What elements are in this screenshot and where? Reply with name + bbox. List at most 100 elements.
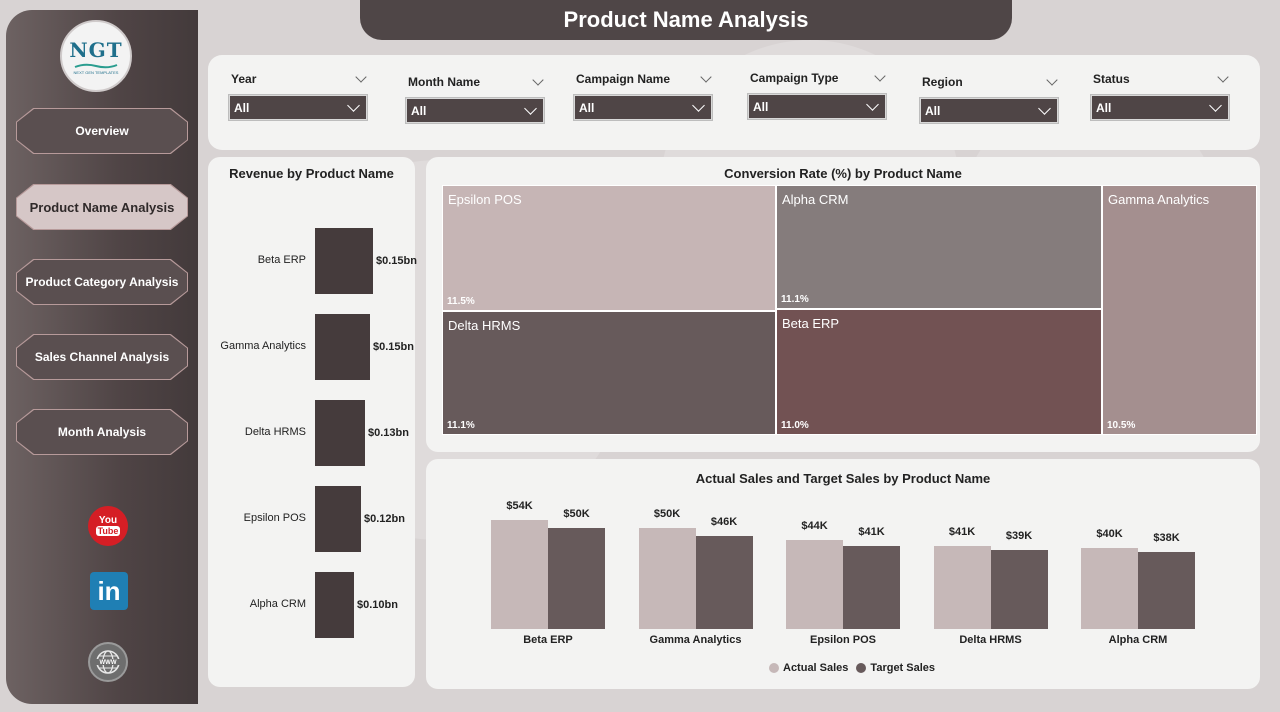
actual-sales-bar[interactable] (491, 520, 548, 629)
status-select[interactable]: All (1090, 94, 1230, 121)
chevron-down-icon[interactable] (1046, 74, 1058, 86)
treemap-tile-label: Alpha CRM (782, 192, 849, 207)
sales-value-label: $44K (801, 520, 828, 532)
globe-glyph-icon: WWW (96, 650, 120, 674)
treemap-tile-value: 11.0% (781, 420, 809, 431)
treemap-tile-label: Delta HRMS (448, 318, 521, 333)
treemap-tile-value: 10.5% (1107, 420, 1136, 431)
sales-value-label: $54K (506, 500, 533, 512)
logo[interactable]: NGT NEXT GEN TEMPLATES (60, 20, 132, 92)
month-select[interactable]: All (405, 97, 545, 124)
sales-chart-title: Actual Sales and Target Sales by Product… (695, 471, 991, 486)
sales-value-label: $50K (563, 508, 590, 520)
chevron-down-icon[interactable] (700, 71, 712, 83)
svg-text:WWW: WWW (100, 660, 117, 666)
youtube-text-bottom: Tube (95, 526, 121, 536)
target-sales-bar[interactable] (548, 528, 605, 629)
chevron-down-icon[interactable] (874, 70, 886, 82)
treemap-tile[interactable]: Epsilon POS 11.5% (442, 185, 776, 311)
logo-subtitle: NEXT GEN TEMPLATES (73, 69, 119, 75)
chevron-down-icon[interactable] (532, 74, 544, 86)
chevron-down-icon (1038, 102, 1051, 115)
actual-sales-bar[interactable] (1081, 548, 1138, 629)
title-bar: Product Name Analysis (360, 0, 1012, 40)
nav-label: Month Analysis (57, 425, 147, 439)
filter-label: Year (231, 72, 257, 86)
sales-value-label: $40K (1096, 528, 1123, 540)
revenue-panel: Revenue by Product Name Beta ERP $0.15bn G… (208, 157, 417, 687)
filter-label: Status (1093, 72, 1130, 86)
legend-target-dot (856, 663, 867, 673)
sales-legend: Actual Sales Target Sales (769, 662, 935, 674)
year-select[interactable]: All (228, 94, 368, 121)
target-sales-bar[interactable] (843, 546, 900, 629)
nav-label: Overview (75, 124, 129, 138)
nav-sales-channel-analysis[interactable]: Sales Channel Analysis (16, 334, 188, 380)
treemap-tile-value: 11.1% (447, 420, 475, 431)
sales-value-label: $39K (1005, 530, 1033, 542)
sales-value-label: $50K (653, 508, 681, 520)
nav-overview[interactable]: Overview (16, 108, 188, 154)
target-sales-bar[interactable] (1138, 552, 1195, 629)
sales-category-label: Epsilon POS (809, 634, 876, 646)
revenue-row: Beta ERP $0.15bn (208, 228, 417, 294)
chevron-down-icon (524, 102, 537, 115)
treemap-tile-label: Beta ERP (782, 316, 840, 331)
campaign-name-select[interactable]: All (573, 94, 713, 121)
legend-actual-dot (769, 663, 779, 673)
target-sales-bar[interactable] (695, 536, 753, 629)
nav-product-name-analysis[interactable]: Product Name Analysis (16, 184, 188, 230)
sales-value-label: $41K (858, 526, 885, 538)
revenue-value-label: $0.13bn (368, 427, 409, 439)
sales-category-label: Beta ERP (523, 634, 573, 646)
revenue-bar[interactable] (315, 400, 365, 466)
revenue-bar[interactable] (315, 228, 373, 294)
filter-label: Region (922, 75, 963, 89)
revenue-bar[interactable] (315, 572, 354, 638)
actual-sales-bar[interactable] (933, 546, 991, 629)
revenue-row: Gamma Analytics $0.15bn (208, 314, 414, 380)
revenue-value-label: $0.12bn (364, 513, 405, 525)
chevron-down-icon (1209, 99, 1222, 112)
sales-value-label: $41K (948, 526, 976, 538)
region-select[interactable]: All (919, 97, 1059, 124)
nav-label: Product Category Analysis (25, 275, 179, 289)
treemap-tile-label: Gamma Analytics (1108, 192, 1210, 207)
nav-month-analysis[interactable]: Month Analysis (16, 409, 188, 455)
revenue-category-label: Delta HRMS (244, 426, 306, 438)
youtube-icon[interactable]: You Tube (88, 506, 128, 546)
treemap-tile[interactable]: Gamma Analytics 10.5% (1102, 185, 1257, 435)
revenue-category-label: Gamma Analytics (220, 340, 306, 352)
revenue-value-label: $0.15bn (373, 341, 414, 353)
nav-product-category-analysis[interactable]: Product Category Analysis (16, 259, 188, 305)
sales-category-label: Alpha CRM (1108, 634, 1168, 646)
actual-sales-bar[interactable] (786, 540, 843, 629)
sales-category-label: Delta HRMS (959, 634, 1022, 646)
treemap-tile[interactable]: Beta ERP 11.0% (776, 309, 1102, 435)
conversion-panel: Conversion Rate (%) by Product Name Epsi… (426, 157, 1260, 452)
revenue-category-label: Beta ERP (257, 254, 306, 266)
revenue-chart-title: Revenue by Product Name (229, 166, 394, 181)
nav-label: Sales Channel Analysis (34, 350, 170, 364)
target-sales-bar[interactable] (990, 550, 1048, 629)
filter-label: Month Name (408, 75, 480, 89)
treemap-tile-value: 11.1% (781, 294, 809, 305)
treemap-tile[interactable]: Alpha CRM 11.1% (776, 185, 1102, 309)
revenue-row: Alpha CRM $0.10bn (208, 572, 414, 638)
actual-sales-bar[interactable] (638, 528, 696, 629)
linkedin-icon[interactable]: in (90, 572, 128, 610)
chevron-down-icon[interactable] (1217, 71, 1229, 83)
revenue-value-label: $0.10bn (357, 599, 398, 611)
revenue-bar[interactable] (315, 314, 370, 380)
page-title: Product Name Analysis (563, 7, 809, 32)
revenue-bar[interactable] (315, 486, 361, 552)
treemap-tile[interactable]: Delta HRMS 11.1% (442, 311, 776, 435)
globe-icon[interactable]: WWW (88, 642, 128, 682)
campaign-type-select[interactable]: All (747, 93, 887, 120)
nav-label: Product Name Analysis (29, 199, 175, 215)
chevron-down-icon[interactable] (355, 71, 367, 83)
logo-text: NGT (69, 37, 123, 62)
revenue-row: Delta HRMS $0.13bn (208, 400, 414, 466)
revenue-category-label: Alpha CRM (249, 598, 306, 610)
treemap-tile-value: 11.5% (447, 296, 475, 307)
